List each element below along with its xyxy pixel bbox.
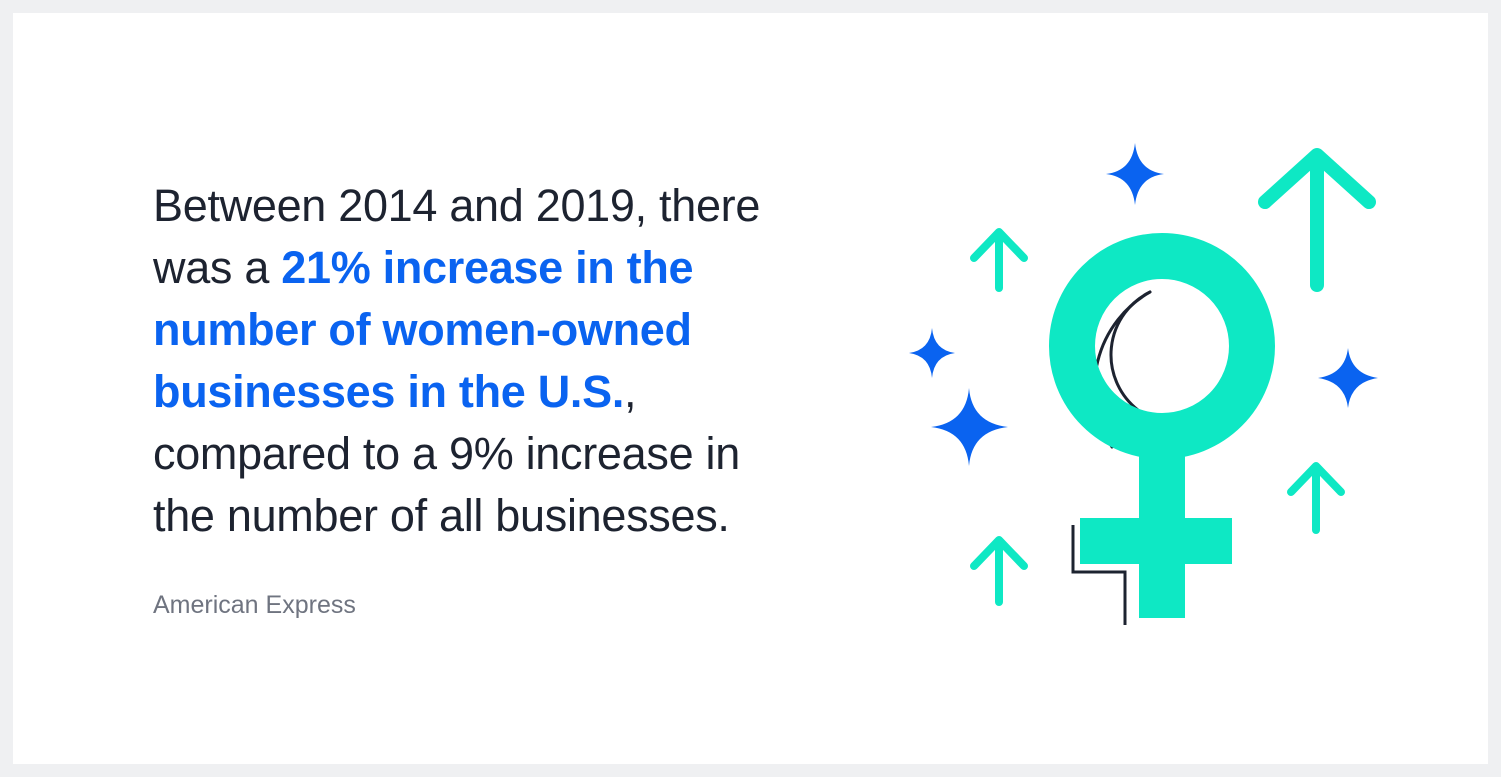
highlight-text: 21% increase in the (281, 242, 694, 293)
highlight-text: number of women-owned (153, 304, 692, 355)
statistic-statement: Between 2014 and 2019, there was a 21% i… (153, 175, 853, 547)
female-symbol-icon (1049, 233, 1275, 618)
highlight-text: businesses in the U.S. (153, 366, 625, 417)
sparkle-icon (1318, 348, 1378, 408)
statement-line-1: Between 2014 and 2019, there (153, 180, 761, 231)
female-growth-illustration (909, 143, 1378, 625)
statement-line-2: was a 21% increase in the (153, 237, 853, 299)
statement-line-5: compared to a 9% increase in (153, 428, 740, 479)
up-arrow-icon (970, 536, 1028, 606)
sparkle-icon (909, 328, 955, 378)
female-symbol-cross-outline (1071, 525, 1127, 625)
statement-line-4: businesses in the U.S., (153, 361, 853, 423)
source-label: American Express (153, 591, 356, 619)
sparkle-icon (1106, 143, 1164, 205)
statement-line-6: the number of all businesses. (153, 490, 730, 541)
statement-comma: , (624, 366, 637, 417)
female-symbol-inner-outline (1109, 290, 1152, 412)
up-arrow-icon (970, 228, 1028, 292)
up-arrow-icon (1258, 148, 1376, 292)
statement-prefix: was a (153, 242, 282, 293)
up-arrow-icon (1287, 462, 1345, 534)
sparkle-icon (931, 388, 1008, 466)
